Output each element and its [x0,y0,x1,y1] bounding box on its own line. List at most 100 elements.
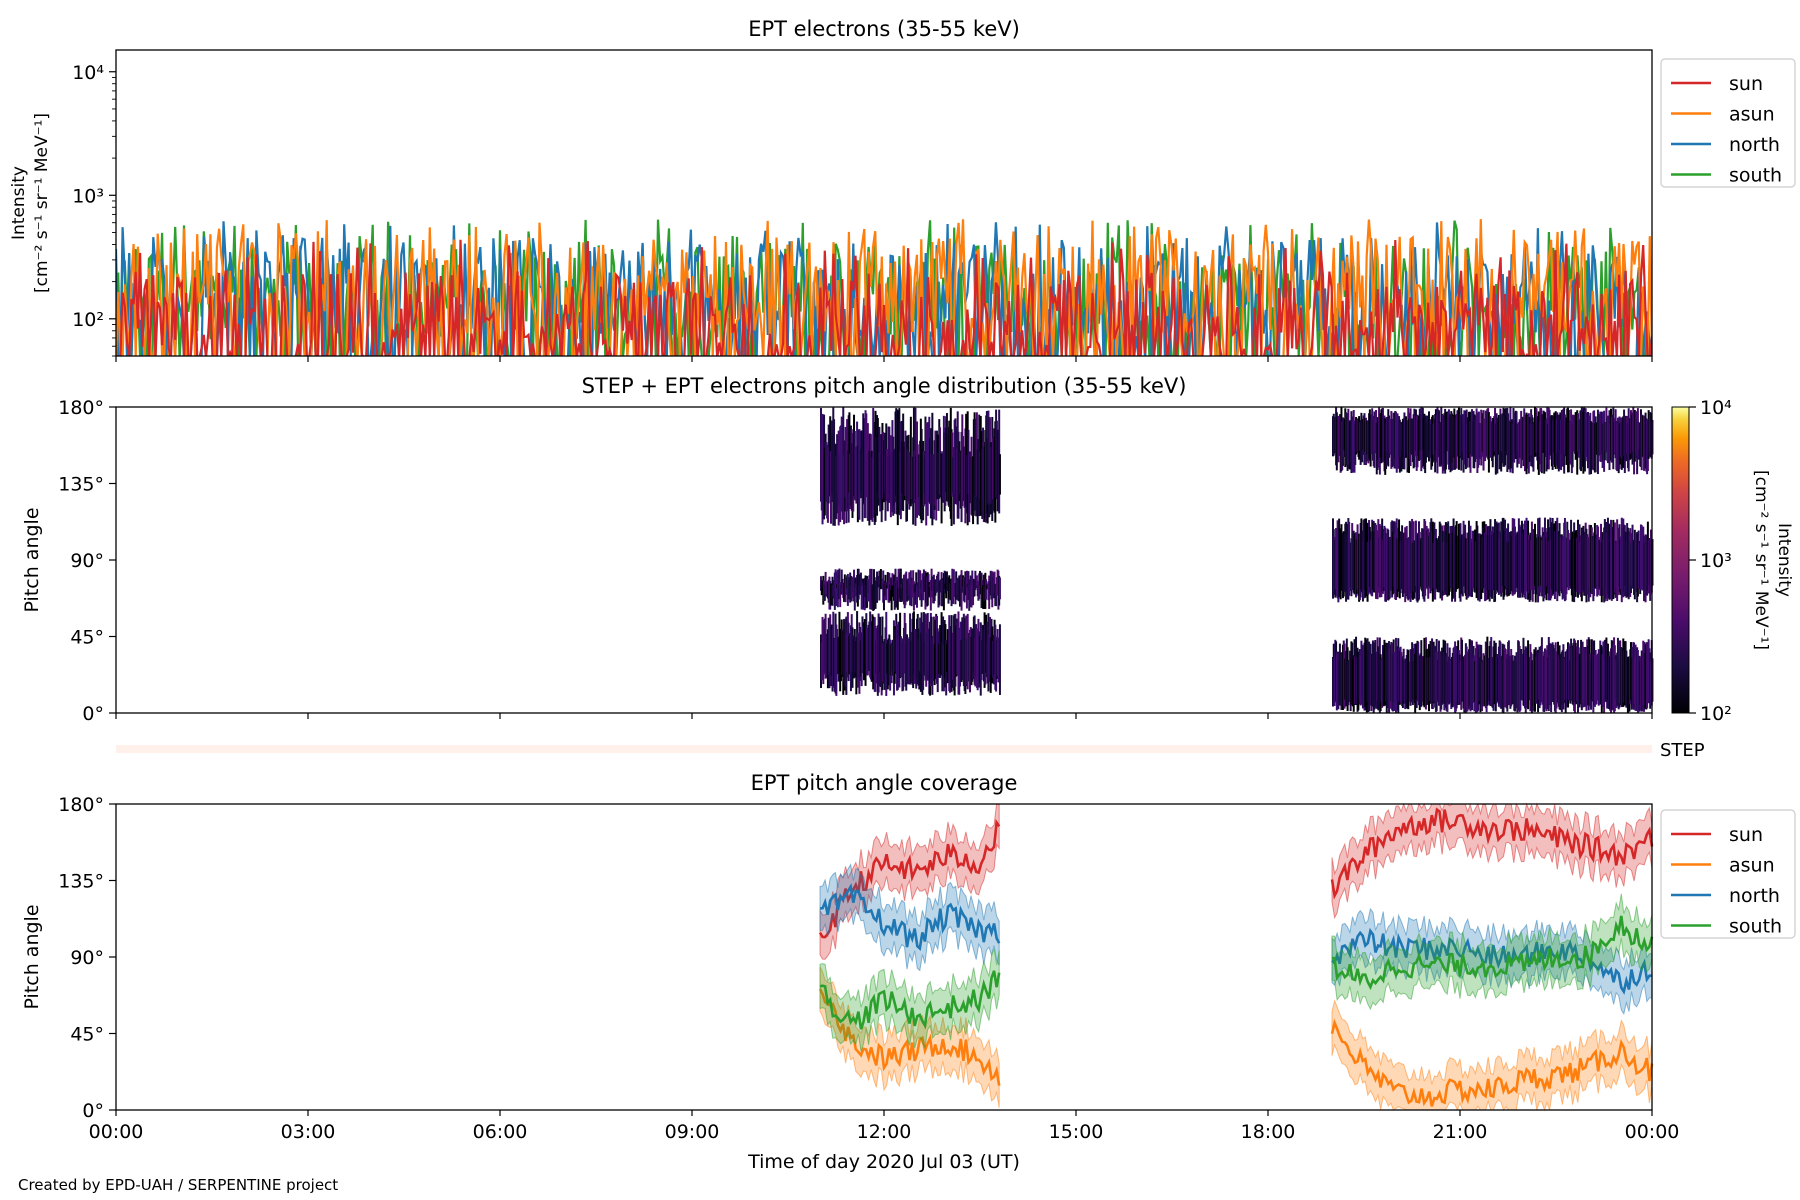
x-tick-label: 12:00 [857,1121,912,1143]
pad-cell [914,583,917,605]
coverage-band-sun [819,803,1000,960]
intensity-legend: sun asun north south [1660,58,1796,188]
pad-cell [998,577,1001,600]
x-tick-label: 18:00 [1241,1121,1296,1143]
panel-coverage: EPT pitch angle coverage 0° 45° 90° 135° 180… [21,771,1796,1143]
pad-cell [975,575,978,587]
pad-cell [998,454,1001,495]
pad-cell [849,572,852,603]
colorbar-label-line1: Intensity [1774,523,1794,597]
pad-cell [885,581,888,601]
pad-cell [848,412,851,493]
y-tick-label: 180° [58,794,104,816]
pad-cell [908,572,911,596]
colorbar-ticks: 10² 10³ 10⁴ [1689,397,1732,725]
legend-label-south: south [1729,165,1782,187]
legend-label-south: south [1729,916,1782,938]
coverage-x-ticks: 00:00 03:00 06:00 09:00 12:00 15:00 18:00 21:00… [89,1110,1680,1143]
pad-cell [858,574,861,587]
x-tick-label: 06:00 [473,1121,528,1143]
coverage-ylabel: Pitch angle [21,904,43,1009]
intensity-x-ticks [115,356,1653,362]
y-tick-label: 180° [58,397,104,419]
pad-cell [820,580,823,596]
pad-cell [959,576,962,607]
coverage-band-sun [1331,802,1653,920]
panel-intensity: EPT electrons (35-55 keV) 10² 10³ 10⁴ Inte… [9,17,1796,362]
colorbar-tick-label: 10⁴ [1700,397,1732,419]
panel-pad: STEP + EPT electrons pitch angle distrib… [21,374,1794,725]
pad-cell [860,578,863,610]
y-tick-label: 135° [58,871,104,893]
intensity-y-axis: 10² 10³ 10⁴ [72,62,116,357]
y-tick-label: 10³ [72,185,104,207]
pad-cell [970,585,973,608]
y-tick-label: 45° [70,1024,104,1046]
legend-label-sun: sun [1729,73,1763,95]
pad-cell [838,568,841,589]
colorbar-tick-label: 10² [1700,703,1732,725]
pad-cell [891,573,894,586]
coverage-line-sun [1330,807,1654,900]
series-line-sun [119,239,1652,356]
pad-cell [961,580,964,593]
legend-label-north: north [1729,885,1780,907]
pad-cell [847,580,850,600]
panel-pad-title: STEP + EPT electrons pitch angle distrib… [582,374,1187,398]
footer-credit: Created by EPD-UAH / SERPENTINE project [18,1176,339,1194]
coverage-line-asun [818,988,1001,1086]
panel-coverage-title: EPT pitch angle coverage [751,771,1018,795]
step-strip: STEP [116,740,1705,761]
legend-box [1660,58,1796,188]
coverage-line-north [1331,927,1653,995]
pad-cell [952,569,955,591]
pad-y-axis: 0° 45° 90° 135° 180° [58,397,116,725]
pad-cell [922,612,925,672]
coverage-band-asun [819,966,1000,1108]
x-tick-label: 03:00 [281,1121,336,1143]
pad-cell [835,571,838,606]
pad-cell [915,572,918,592]
intensity-ylabel-line1: Intensity [9,166,29,240]
pad-cell [938,580,941,606]
y-tick-label: 90° [70,947,104,969]
pad-cell [965,570,968,609]
pad-cell [971,570,974,587]
pad-ylabel: Pitch angle [21,507,43,612]
pad-cell [928,581,931,597]
legend-box [1660,809,1796,939]
intensity-series-group [116,219,1652,356]
coverage-y-axis: 0° 45° 90° 135° 180° [58,794,116,1122]
pad-cell [839,582,842,608]
coverage-legend: sun asun north south [1660,809,1796,939]
pad-cell [889,584,892,601]
intensity-ylabel-line2: [cm⁻² s⁻¹ sr⁻¹ MeV⁻¹] [32,113,52,293]
pad-cell [886,572,889,589]
legend-label-north: north [1729,134,1780,156]
x-tick-label: 00:00 [89,1121,144,1143]
pad-cell [981,579,984,589]
y-tick-label: 45° [70,627,104,649]
pad-cell [980,572,983,609]
coverage-line-asun [1330,1018,1654,1107]
pad-cell [912,570,915,586]
pad-cell [993,571,996,594]
coverage-line-south [1331,915,1654,991]
series-line-south [116,219,1651,356]
x-tick-label: 15:00 [1049,1121,1104,1143]
colorbar-label-line2: [cm⁻² s⁻¹ sr⁻¹ MeV⁻¹] [1751,470,1771,650]
pad-cell [890,578,893,611]
step-label: STEP [1660,740,1705,761]
pad-cell [911,580,914,598]
pad-cell [825,582,828,597]
colorbar [1671,406,1690,714]
pad-cell [912,581,915,611]
pad-x-ticks [115,713,1653,719]
x-tick-label: 00:00 [1625,1121,1680,1143]
coverage-line-sun [818,818,1001,939]
coverage-line-south [819,970,1001,1030]
y-tick-label: 135° [58,474,104,496]
step-coverage-bar [116,745,1652,753]
coverage-line-north [819,883,1001,951]
